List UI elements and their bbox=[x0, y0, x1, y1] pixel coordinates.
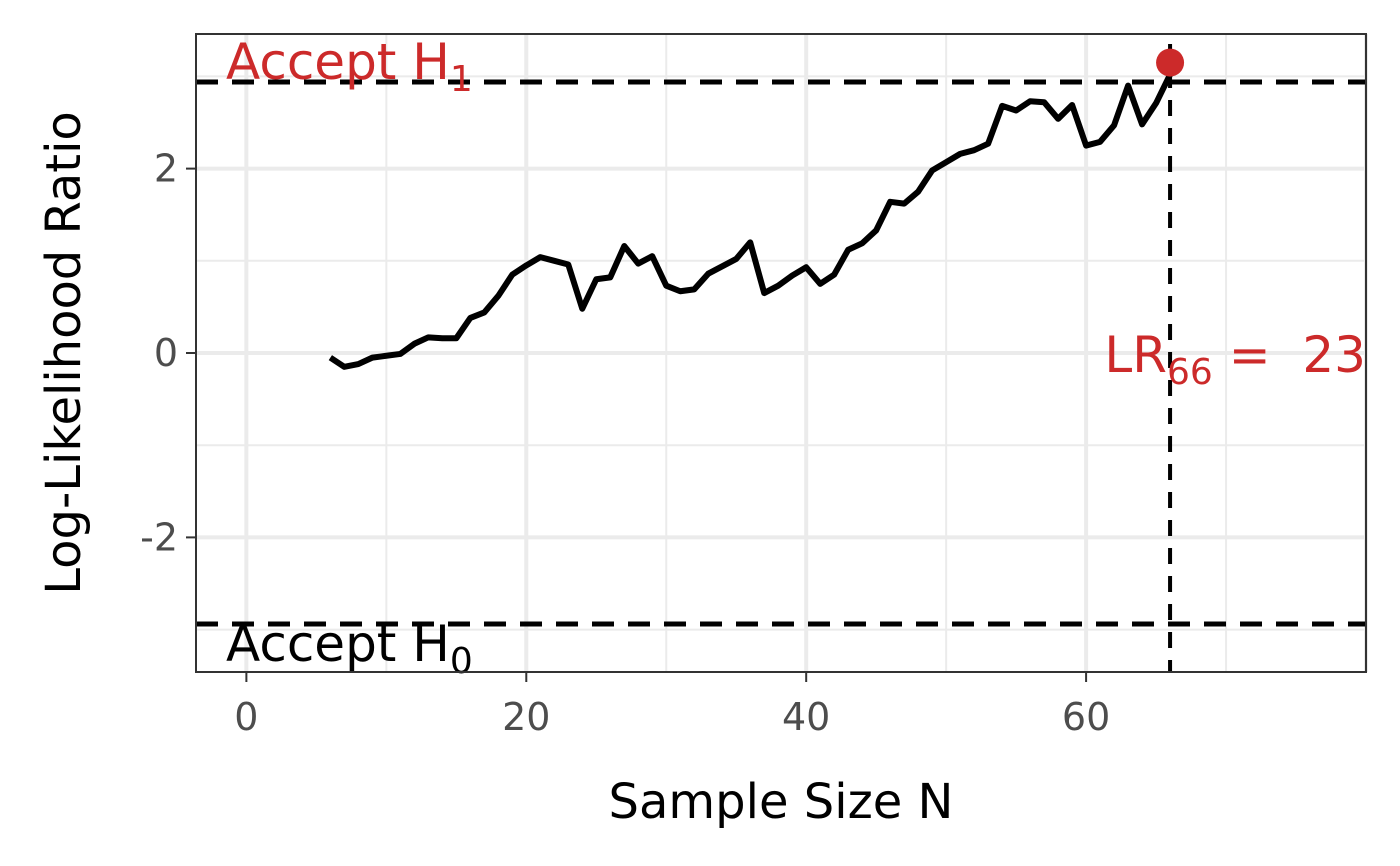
x-tick-label: 0 bbox=[234, 695, 258, 739]
stop-lr-label-rest: = 23 bbox=[1213, 326, 1366, 384]
y-tick-label: 0 bbox=[154, 331, 178, 375]
accept-h1-label: Accept H1 bbox=[226, 33, 473, 100]
accept-h1-label-sub: 1 bbox=[450, 59, 473, 100]
grid-major bbox=[196, 34, 1368, 672]
stop-point bbox=[1156, 48, 1185, 77]
annotations: Accept H1 Accept H0 LR66 = 23 bbox=[226, 33, 1366, 682]
accept-h0-label-main: Accept H bbox=[226, 615, 450, 673]
accept-h1-label-main: Accept H bbox=[226, 33, 450, 91]
stop-lr-label-sub: 66 bbox=[1167, 352, 1213, 393]
x-tick-label: 20 bbox=[502, 695, 550, 739]
y-tick-label: 2 bbox=[154, 147, 178, 191]
y-tick-label: -2 bbox=[140, 515, 178, 559]
x-tick-label: 40 bbox=[782, 695, 830, 739]
x-axis: 0 20 40 60 bbox=[234, 672, 1110, 739]
accept-h0-label: Accept H0 bbox=[226, 615, 473, 682]
x-tick-label: 60 bbox=[1062, 695, 1110, 739]
x-axis-title: Sample Size N bbox=[609, 774, 954, 830]
accept-h0-label-sub: 0 bbox=[450, 641, 473, 682]
series-layer bbox=[328, 48, 1185, 370]
stop-lr-label-main: LR bbox=[1104, 326, 1167, 384]
series-line-0 bbox=[328, 73, 1173, 370]
stop-lr-label: LR66 = 23 bbox=[1104, 326, 1366, 393]
y-axis-title: Log-Likelihood Ratio bbox=[36, 111, 92, 595]
y-axis: -2 0 2 bbox=[140, 147, 196, 559]
